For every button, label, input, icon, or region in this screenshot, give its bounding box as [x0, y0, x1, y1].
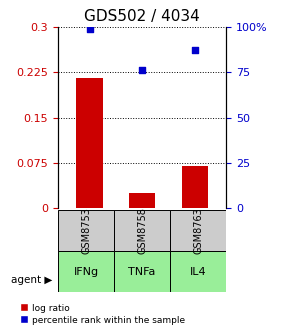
- Text: agent ▶: agent ▶: [11, 275, 52, 285]
- Text: TNFa: TNFa: [128, 267, 156, 277]
- Text: GSM8753: GSM8753: [81, 207, 91, 254]
- Bar: [170, 210, 226, 251]
- Legend: log ratio, percentile rank within the sample: log ratio, percentile rank within the sa…: [19, 303, 185, 325]
- Bar: [76, 78, 103, 208]
- Point: [87, 26, 92, 31]
- Text: IL4: IL4: [190, 267, 206, 277]
- Text: GSM8763: GSM8763: [193, 207, 203, 254]
- Bar: [58, 210, 114, 251]
- Title: GDS502 / 4034: GDS502 / 4034: [84, 9, 200, 24]
- Bar: [129, 193, 155, 208]
- Point: [140, 68, 144, 73]
- Bar: [170, 251, 226, 292]
- Bar: [58, 251, 114, 292]
- Text: IFNg: IFNg: [73, 267, 99, 277]
- Point: [192, 48, 197, 53]
- Bar: [182, 166, 208, 208]
- Bar: [114, 251, 170, 292]
- Bar: [114, 210, 170, 251]
- Text: GSM8758: GSM8758: [137, 207, 147, 254]
